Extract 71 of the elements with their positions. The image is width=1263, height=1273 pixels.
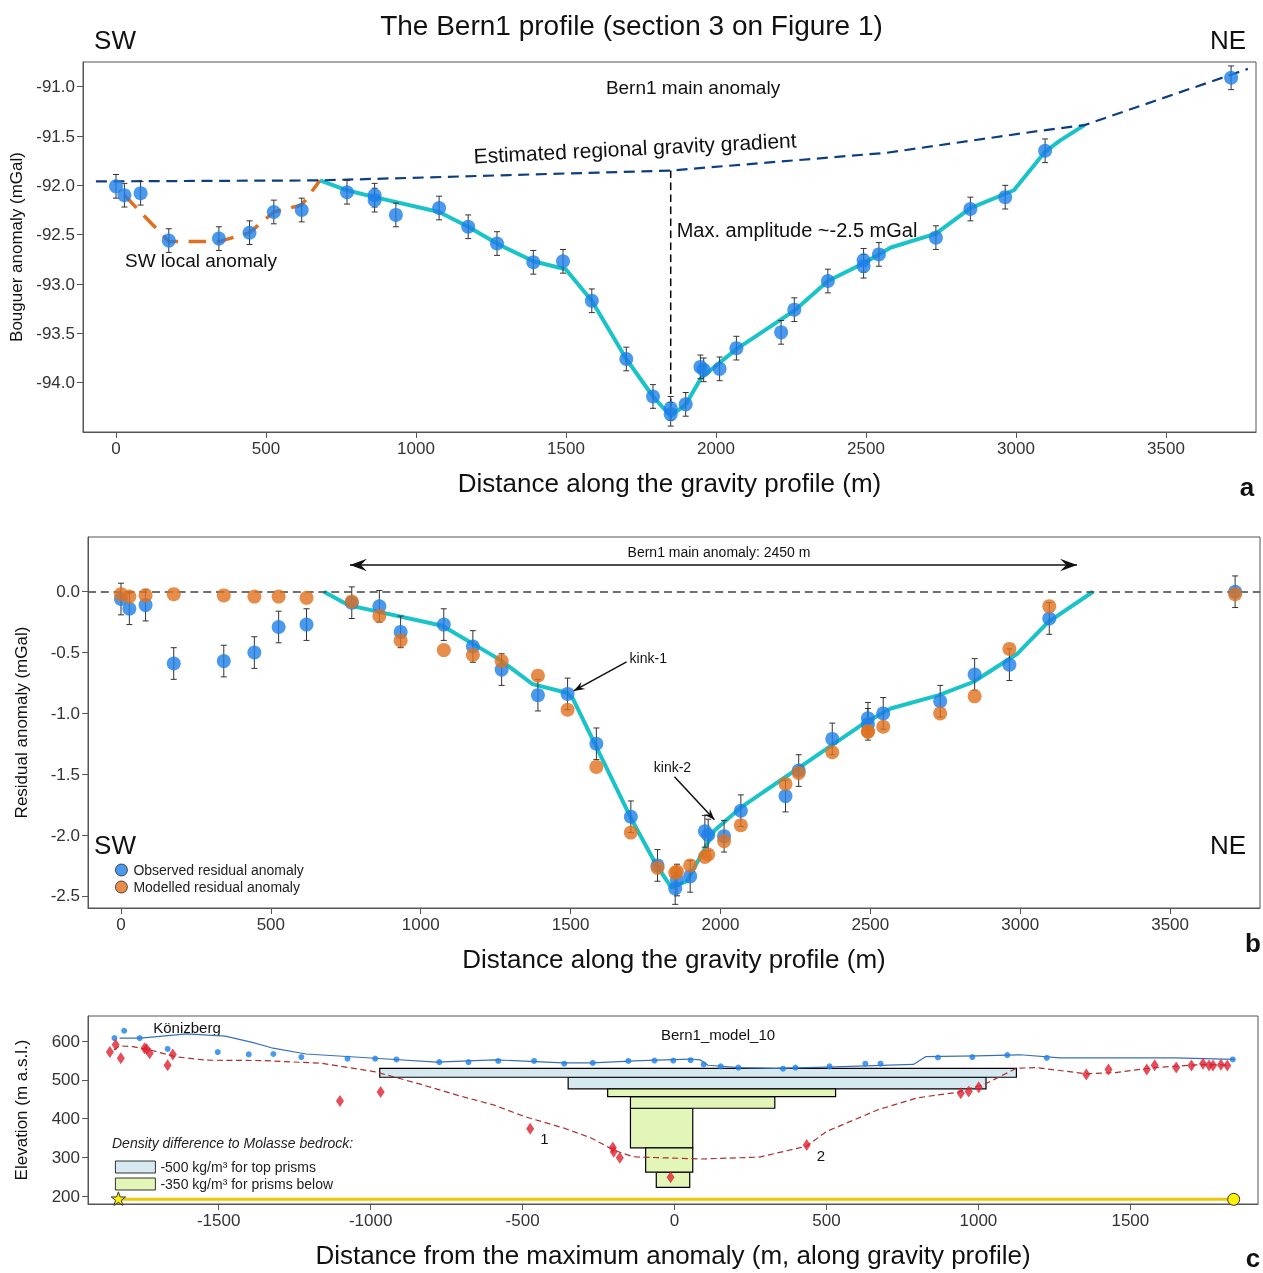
- annotation: Bern1 main anomaly: [605, 76, 781, 98]
- text: NE: [1209, 25, 1247, 55]
- x-tick-label: 2000: [701, 915, 740, 934]
- x-tick-label: 500: [256, 915, 286, 934]
- x-tick-label: 3500: [1147, 439, 1185, 458]
- annotation: NE: [1209, 830, 1247, 860]
- y-tick-label: -91.0: [36, 77, 75, 97]
- legend-label: Modelled residual anomaly: [133, 879, 300, 895]
- y-axis-title: Bouguer anomaly (mGal): [7, 152, 26, 342]
- chart-title: The Bern1 profile (section 3 on Figure 1): [380, 9, 883, 41]
- annotation: Bern1_model_10: [660, 1025, 776, 1043]
- y-tick-label: -92.0: [36, 175, 75, 195]
- text: SW: [94, 25, 137, 55]
- legend-label: -350 kg/m³ for prisms below: [160, 1176, 335, 1192]
- x-tick-label: 1000: [401, 915, 440, 934]
- x-tick-label: -1500: [196, 1211, 241, 1230]
- x-tick-label: 1500: [1111, 1211, 1150, 1230]
- x-axis-title: Distance along the gravity profile (m): [462, 944, 886, 974]
- y-tick-label: -2.5: [50, 886, 80, 906]
- x-axis-title: Distance from the maximum anomaly (m, along gravity profile): [315, 1240, 1031, 1270]
- annotation: 1: [540, 1130, 549, 1148]
- y-tick-label: 300: [51, 1147, 80, 1167]
- y-tick-label: -2.0: [50, 825, 80, 845]
- y-tick-label: 400: [51, 1109, 80, 1129]
- x-tick-label: 3000: [997, 439, 1035, 458]
- legend-title: Density difference to Molasse bedrock:: [112, 1135, 354, 1151]
- annotation: 2: [816, 1146, 826, 1164]
- y-tick-label: -0.5: [50, 643, 80, 663]
- text: c: [1245, 1243, 1261, 1273]
- y-axis-title: Residual anomaly (mGal): [12, 626, 31, 819]
- y-tick-label: -94.0: [36, 373, 75, 393]
- x-tick-label: 2500: [847, 439, 885, 458]
- y-tick-label: 200: [51, 1186, 80, 1206]
- y-tick-label: -93.0: [36, 274, 75, 294]
- x-tick-label: 3500: [1151, 915, 1189, 934]
- annotation: kink-1: [629, 649, 668, 666]
- x-tick-label: -1000: [348, 1211, 393, 1230]
- x-tick-label: 1000: [397, 439, 435, 458]
- annotation: SW local anomaly: [124, 249, 278, 271]
- y-tick-label: -1.5: [50, 764, 80, 784]
- annotation: Estimated regional gravity gradient: [472, 128, 798, 168]
- x-tick-label: 0: [116, 915, 126, 934]
- annotation: Könizberg: [153, 1018, 221, 1036]
- annotation: Max. amplitude ~-2.5 mGal: [676, 218, 918, 241]
- x-tick-label: 500: [812, 1211, 841, 1230]
- y-tick-label: 0.0: [56, 582, 80, 602]
- text: b: [1245, 928, 1261, 958]
- y-tick-label: -93.5: [36, 323, 75, 343]
- annotation: Bern1 main anomaly: 2450 m: [627, 544, 811, 560]
- y-tick-label: 500: [51, 1070, 80, 1090]
- text: a: [1239, 472, 1255, 502]
- legend-label: -500 kg/m³ for top prisms: [160, 1159, 317, 1175]
- x-tick-label: 2500: [851, 915, 890, 934]
- x-tick-label: 0: [669, 1211, 680, 1230]
- y-tick-label: 600: [51, 1031, 80, 1051]
- x-tick-label: 1500: [547, 439, 585, 458]
- y-tick-label: -91.5: [36, 126, 75, 146]
- y-axis-title: Elevation (m a.s.l.): [12, 1039, 31, 1181]
- x-tick-label: 1500: [551, 915, 590, 934]
- x-tick-label: 2000: [697, 439, 735, 458]
- x-tick-label: -500: [505, 1211, 540, 1230]
- x-tick-label: 3000: [1001, 915, 1040, 934]
- x-tick-label: 0: [111, 439, 121, 458]
- x-tick-label: 1000: [959, 1211, 998, 1230]
- x-tick-label: 500: [251, 439, 281, 458]
- y-tick-label: -1.0: [50, 703, 80, 723]
- annotation: kink-2: [653, 758, 692, 775]
- y-tick-label: -92.5: [36, 225, 75, 245]
- legend-label: Observed residual anomaly: [133, 862, 304, 878]
- x-axis-title: Distance along the gravity profile (m): [457, 468, 882, 498]
- annotation: SW: [94, 830, 137, 860]
